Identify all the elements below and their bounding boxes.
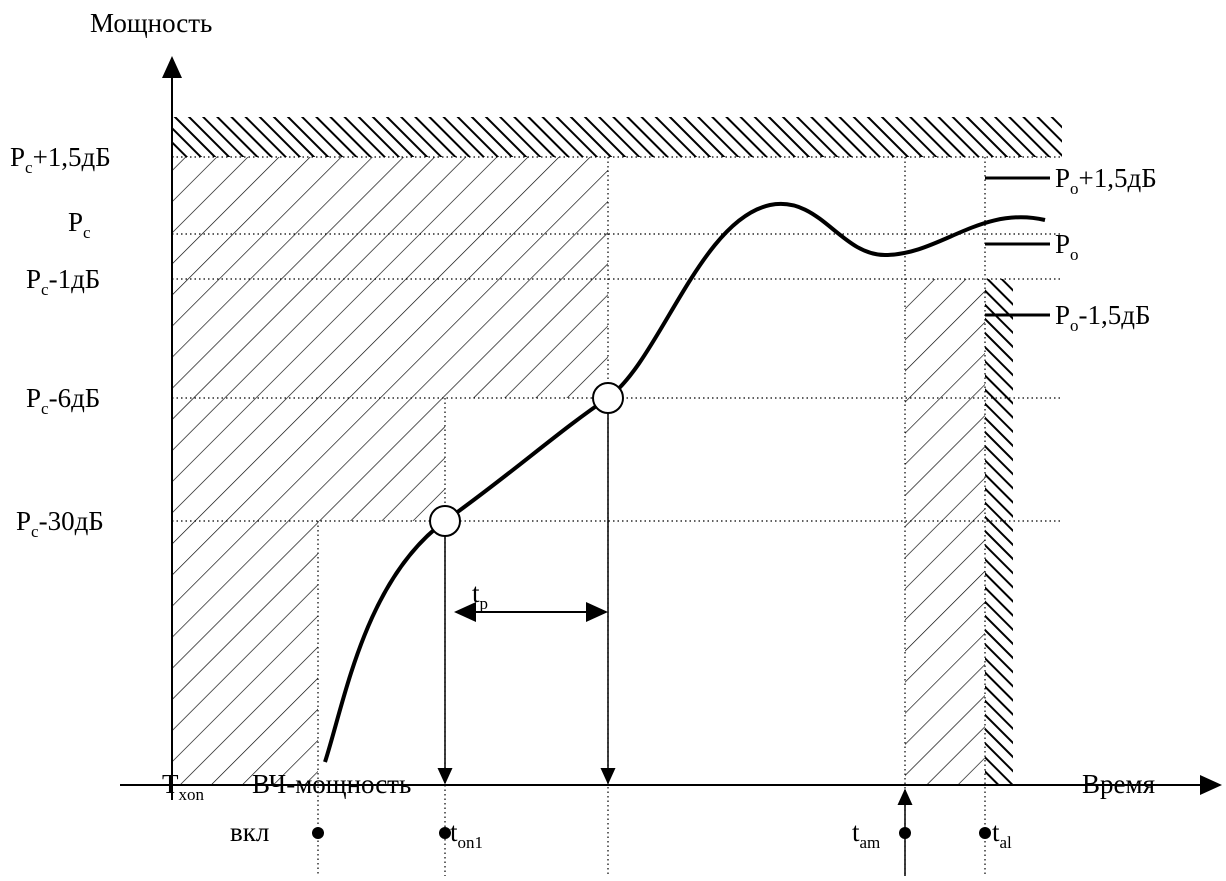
time-label: Txon [162, 769, 205, 804]
point [592, 382, 624, 414]
label-sub: c [41, 280, 49, 299]
label-main: P [1055, 229, 1070, 259]
label-sub: xon [179, 785, 205, 804]
forbidden-zone [172, 157, 608, 785]
label-rest: -6дБ [49, 383, 101, 413]
label-main: P [1055, 300, 1070, 330]
time-label: tp [472, 578, 488, 613]
label-main: t [472, 578, 480, 608]
time-label: ton1 [450, 817, 483, 852]
label-sub: c [41, 399, 49, 418]
x-axis-label: Время [1082, 769, 1155, 799]
label-main: P [68, 207, 83, 237]
time-label: tal [992, 817, 1012, 852]
time-label: tam [852, 817, 880, 852]
label-sub: o [1070, 179, 1079, 198]
level-label: Pc [68, 207, 91, 242]
label-sub: p [480, 594, 489, 613]
time-dots [312, 827, 991, 839]
label-rest: +1,5дБ [1079, 163, 1157, 193]
label-main: P [1055, 163, 1070, 193]
label-main: P [26, 264, 41, 294]
on-label: вкл [230, 817, 269, 847]
point [429, 505, 461, 537]
label-main: P [10, 142, 25, 172]
label-rest: -1дБ [49, 264, 101, 294]
y-axis-label: Мощность [90, 8, 212, 38]
label-main: P [26, 383, 41, 413]
label-sub: o [1070, 245, 1079, 264]
alarm-zone [985, 279, 1013, 785]
label-main: T [162, 769, 179, 799]
label-sub: c [83, 223, 91, 242]
level-label: Pc+1,5дБ [10, 142, 111, 177]
output-level-label: Po [1055, 229, 1079, 264]
output-level-label: Po+1,5дБ [1055, 163, 1157, 198]
level-label: Pc-6дБ [26, 383, 100, 418]
level-label: Pc-1дБ [26, 264, 100, 299]
output-level-label: Po-1,5дБ [1055, 300, 1151, 335]
level-label: Pc-30дБ [16, 506, 104, 541]
label-main: t [992, 817, 1000, 847]
power-curve [323, 201, 1046, 763]
label-sub: c [25, 158, 33, 177]
label-rest: +1,5дБ [33, 142, 111, 172]
label-sub: am [860, 833, 881, 852]
label-sub: on1 [458, 833, 484, 852]
label-rest: -1,5дБ [1079, 300, 1151, 330]
rf-power-label: ВЧ-мощность [252, 769, 411, 799]
label-sub: c [31, 522, 39, 541]
upper-limit [172, 117, 1062, 157]
label-sub: al [1000, 833, 1013, 852]
label-main: t [450, 817, 458, 847]
label-rest: -30дБ [39, 506, 104, 536]
forbidden-zone [905, 279, 985, 785]
label-main: t [852, 817, 860, 847]
label-sub: o [1070, 316, 1079, 335]
label-main: P [16, 506, 31, 536]
